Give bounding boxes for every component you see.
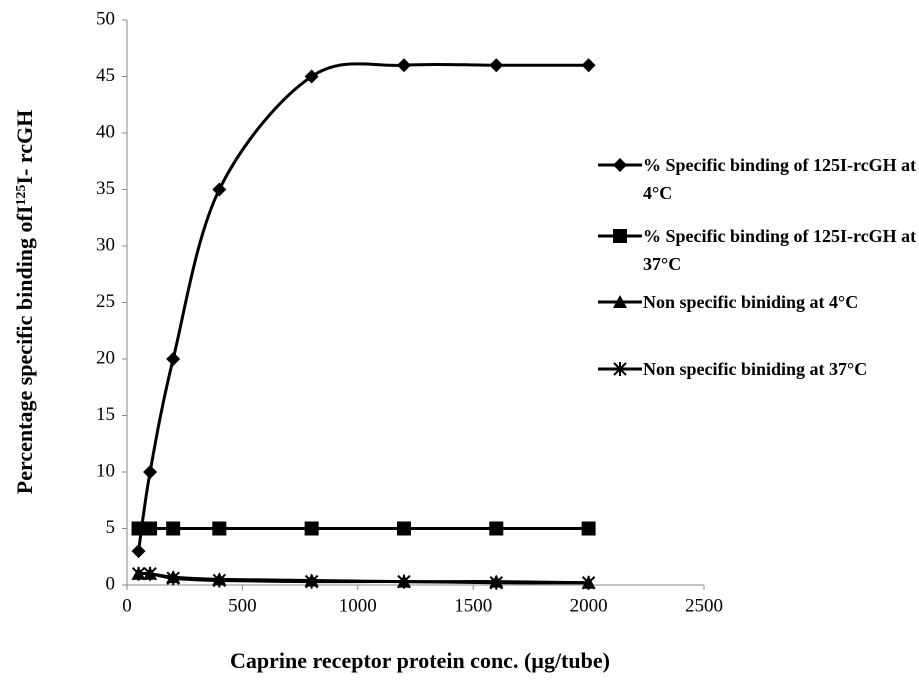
x-axis-label: Caprine receptor protein conc. (µg/tube) — [230, 648, 610, 673]
y-tick-label: 35 — [96, 178, 115, 199]
legend-swatch — [598, 362, 642, 376]
marker — [613, 362, 627, 376]
marker — [397, 574, 411, 589]
marker — [212, 521, 227, 536]
marker — [131, 521, 146, 536]
y-tick-label: 20 — [96, 347, 115, 368]
legend-entry: Non specific biniding at 4°C — [598, 288, 918, 316]
marker — [166, 352, 181, 366]
legend-swatch — [598, 158, 642, 172]
y-label-sup: 125 — [14, 185, 29, 206]
marker — [613, 295, 627, 308]
legend-swatch — [598, 229, 642, 243]
y-tick-label: 40 — [96, 121, 115, 142]
y-tick-label: 0 — [106, 573, 116, 594]
marker — [212, 182, 227, 197]
marker — [131, 566, 146, 581]
marker — [166, 521, 181, 536]
marker — [143, 521, 158, 536]
legend-entry: Non specific biniding at 37°C — [598, 355, 918, 383]
x-tick-label: 1000 — [339, 595, 377, 616]
x-tick-label: 500 — [228, 595, 257, 616]
legend-swatch — [598, 295, 642, 308]
legend-label: % Specific binding of 125I-rcGH at 37°C — [643, 226, 917, 274]
y-tick-label: 25 — [96, 291, 115, 312]
legend-label: Non specific biniding at 4°C — [643, 292, 859, 312]
y-tick-label: 45 — [96, 65, 115, 86]
marker — [489, 521, 504, 536]
x-tick-label: 2000 — [570, 595, 608, 616]
marker — [489, 58, 504, 73]
marker — [304, 69, 319, 84]
y-axis-label: Percentage specific binding ofI125I- rcG… — [12, 110, 37, 494]
y-label-part: Percentage specific binding ofI — [12, 206, 37, 495]
marker — [581, 58, 596, 73]
x-tick-label: 2500 — [685, 595, 723, 616]
y-tick-label: 30 — [96, 234, 115, 255]
marker — [489, 575, 503, 590]
series-line — [137, 62, 589, 552]
marker — [143, 566, 157, 581]
y-tick-label: 5 — [106, 517, 116, 538]
legend-entry: % Specific binding of 125I-rcGH at 4°C — [598, 151, 918, 207]
marker — [613, 229, 627, 243]
marker — [581, 521, 596, 536]
marker — [304, 574, 319, 589]
x-tick-label: 1500 — [454, 595, 492, 616]
marker — [581, 575, 596, 590]
legend-entry: % Specific binding of 125I-rcGH at 37°C — [598, 222, 918, 278]
marker — [212, 573, 227, 588]
marker — [396, 58, 411, 73]
x-tick-label: 0 — [122, 595, 132, 616]
marker — [304, 521, 319, 536]
legend-label: % Specific binding of 125I-rcGH at 4°C — [643, 155, 917, 203]
y-tick-label: 10 — [96, 460, 115, 481]
y-tick-label: 15 — [96, 404, 115, 425]
y-tick-label: 50 — [96, 8, 115, 29]
marker — [613, 158, 627, 172]
marker — [166, 571, 180, 586]
y-label-part: I- rcGH — [12, 110, 37, 185]
legend-label: Non specific biniding at 37°C — [643, 359, 868, 379]
marker — [396, 521, 411, 536]
marker — [131, 544, 146, 559]
marker — [143, 465, 158, 479]
